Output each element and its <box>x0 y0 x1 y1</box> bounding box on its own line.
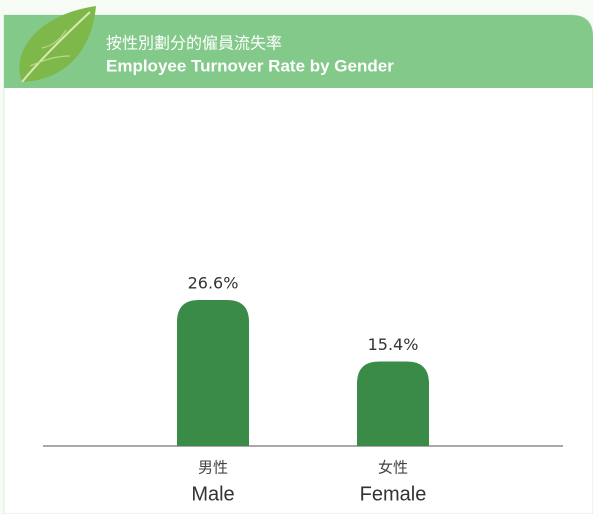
x-tick-label: Female <box>360 483 427 505</box>
chart: 按性別劃分的僱員流失率 Employee Turnover Rate by Ge… <box>0 0 593 514</box>
panel <box>4 15 593 514</box>
page: {"chart_data": { "type": "bar", "title":… <box>0 0 593 514</box>
x-tick-label: Male <box>191 483 234 505</box>
chart-subtitle: Employee Turnover Rate by Gender <box>106 56 394 75</box>
bar <box>177 300 249 446</box>
value-label: 15.4% <box>368 335 419 354</box>
value-label: 26.6% <box>188 273 239 292</box>
x-tick-label: 女性 <box>378 459 408 477</box>
bar <box>357 361 429 446</box>
x-tick-label: 男性 <box>198 459 228 477</box>
chart-title: 按性別劃分的僱員流失率 <box>106 34 282 53</box>
